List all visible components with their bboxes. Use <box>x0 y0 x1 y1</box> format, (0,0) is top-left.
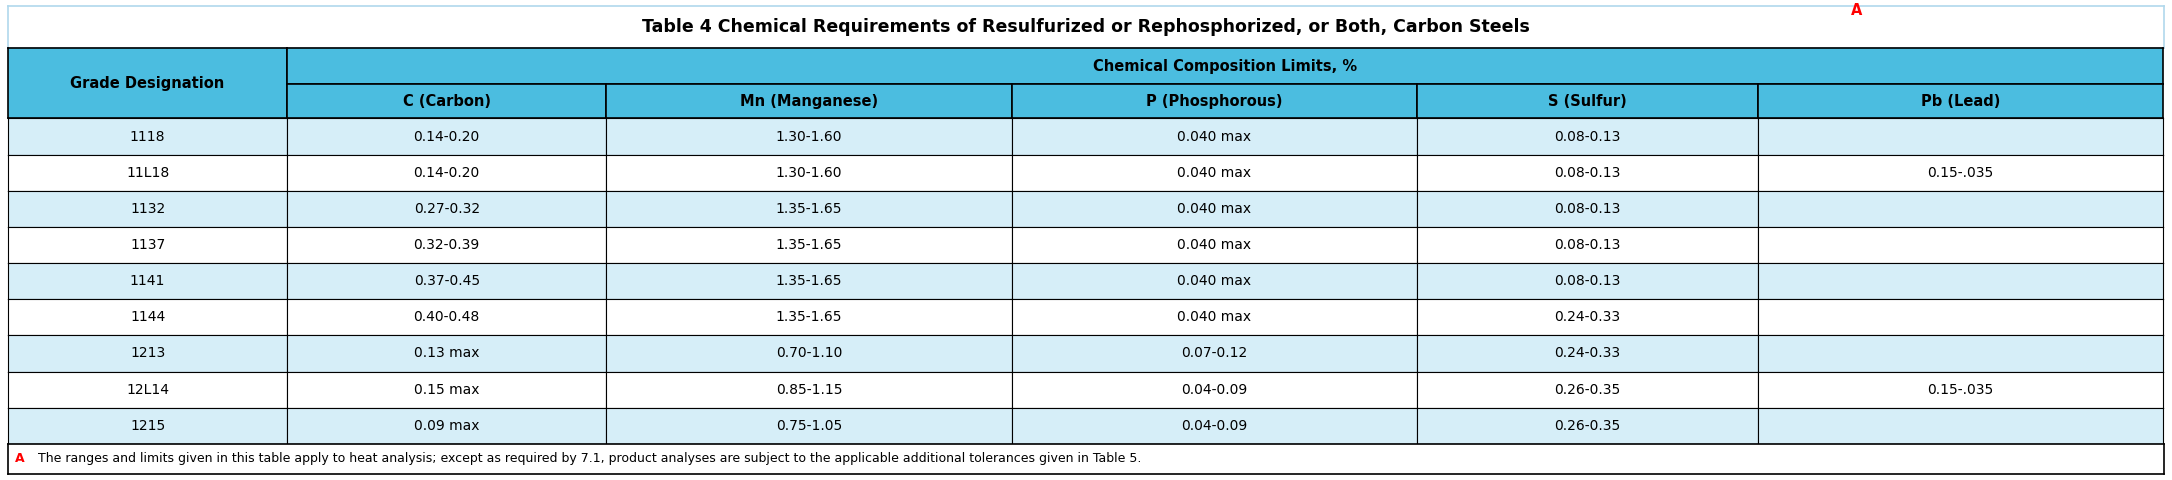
Text: 0.04-0.09: 0.04-0.09 <box>1182 383 1247 396</box>
Text: 1137: 1137 <box>130 238 165 252</box>
Text: 0.08-0.13: 0.08-0.13 <box>1555 274 1620 288</box>
Text: 0.09 max: 0.09 max <box>415 419 480 433</box>
Text: 0.08-0.13: 0.08-0.13 <box>1555 130 1620 144</box>
Text: 0.14-0.20: 0.14-0.20 <box>413 166 480 180</box>
Text: Grade Designation: Grade Designation <box>70 76 224 91</box>
Text: 11L18: 11L18 <box>126 166 169 180</box>
Text: C (Carbon): C (Carbon) <box>402 94 491 109</box>
Text: 0.27-0.32: 0.27-0.32 <box>413 202 480 216</box>
Text: 0.08-0.13: 0.08-0.13 <box>1555 238 1620 252</box>
Text: 12L14: 12L14 <box>126 383 169 396</box>
Text: 0.08-0.13: 0.08-0.13 <box>1555 202 1620 216</box>
Text: 0.70-1.10: 0.70-1.10 <box>775 347 843 360</box>
Text: 0.24-0.33: 0.24-0.33 <box>1555 311 1620 324</box>
Text: 1.35-1.65: 1.35-1.65 <box>775 238 843 252</box>
Text: 0.040 max: 0.040 max <box>1177 166 1251 180</box>
Text: 1.30-1.60: 1.30-1.60 <box>775 130 843 144</box>
Text: 0.37-0.45: 0.37-0.45 <box>413 274 480 288</box>
Text: 0.040 max: 0.040 max <box>1177 311 1251 324</box>
Text: 1141: 1141 <box>130 274 165 288</box>
Text: Table 4 Chemical Requirements of Resulfurized or Rephosphorized, or Both, Carbon: Table 4 Chemical Requirements of Resulfu… <box>643 18 1529 36</box>
Text: Pb (Lead): Pb (Lead) <box>1920 94 2000 109</box>
Text: 1.30-1.60: 1.30-1.60 <box>775 166 843 180</box>
Text: 0.040 max: 0.040 max <box>1177 274 1251 288</box>
Text: 0.85-1.15: 0.85-1.15 <box>775 383 843 396</box>
Text: 0.13 max: 0.13 max <box>415 347 480 360</box>
Text: 0.15-.035: 0.15-.035 <box>1927 166 1994 180</box>
Text: A: A <box>15 453 24 466</box>
Text: 0.15-.035: 0.15-.035 <box>1927 383 1994 396</box>
Text: 1213: 1213 <box>130 347 165 360</box>
Text: 0.26-0.35: 0.26-0.35 <box>1555 419 1620 433</box>
Text: 1132: 1132 <box>130 202 165 216</box>
Text: 0.40-0.48: 0.40-0.48 <box>413 311 480 324</box>
Text: 0.040 max: 0.040 max <box>1177 202 1251 216</box>
Text: 0.32-0.39: 0.32-0.39 <box>413 238 480 252</box>
Text: 1.35-1.65: 1.35-1.65 <box>775 274 843 288</box>
Text: 0.15 max: 0.15 max <box>415 383 480 396</box>
Text: Mn (Manganese): Mn (Manganese) <box>741 94 877 109</box>
Text: 0.04-0.09: 0.04-0.09 <box>1182 419 1247 433</box>
Text: P (Phosphorous): P (Phosphorous) <box>1147 94 1281 109</box>
Text: 0.75-1.05: 0.75-1.05 <box>775 419 843 433</box>
Text: 1144: 1144 <box>130 311 165 324</box>
Text: 0.14-0.20: 0.14-0.20 <box>413 130 480 144</box>
Text: Chemical Composition Limits, %: Chemical Composition Limits, % <box>1093 59 1358 74</box>
Text: A: A <box>1851 3 1864 18</box>
Text: S (Sulfur): S (Sulfur) <box>1549 94 1627 109</box>
Text: 0.040 max: 0.040 max <box>1177 130 1251 144</box>
Text: 0.040 max: 0.040 max <box>1177 238 1251 252</box>
Text: 0.24-0.33: 0.24-0.33 <box>1555 347 1620 360</box>
Text: 1.35-1.65: 1.35-1.65 <box>775 202 843 216</box>
Text: The ranges and limits given in this table apply to heat analysis; except as requ: The ranges and limits given in this tabl… <box>35 453 1140 466</box>
Text: 1215: 1215 <box>130 419 165 433</box>
Text: 1.35-1.65: 1.35-1.65 <box>775 311 843 324</box>
Text: 1118: 1118 <box>130 130 165 144</box>
Text: 0.07-0.12: 0.07-0.12 <box>1182 347 1247 360</box>
Text: 0.26-0.35: 0.26-0.35 <box>1555 383 1620 396</box>
Text: 0.08-0.13: 0.08-0.13 <box>1555 166 1620 180</box>
